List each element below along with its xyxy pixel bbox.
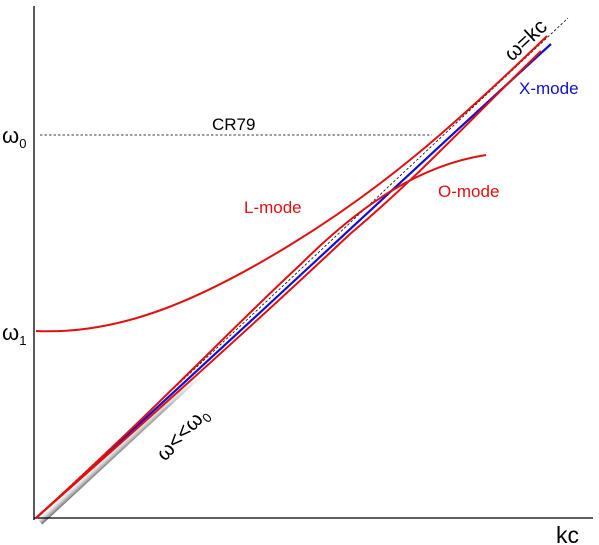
o-mode-curve xyxy=(35,154,487,519)
o-mode-label: O-mode xyxy=(438,182,499,201)
x-mode-label: X-mode xyxy=(519,79,579,98)
l-mode-label: L-mode xyxy=(244,198,302,217)
y-tick-omega0: ω0 xyxy=(2,123,26,151)
l-mode-curve xyxy=(35,35,548,333)
x-axis-label: kc xyxy=(556,522,579,545)
x-mode-curve xyxy=(35,43,552,519)
y-tick-omega1: ω1 xyxy=(2,320,26,348)
l-mode-upper-curve xyxy=(35,50,542,519)
cr79-label: CR79 xyxy=(212,115,255,134)
